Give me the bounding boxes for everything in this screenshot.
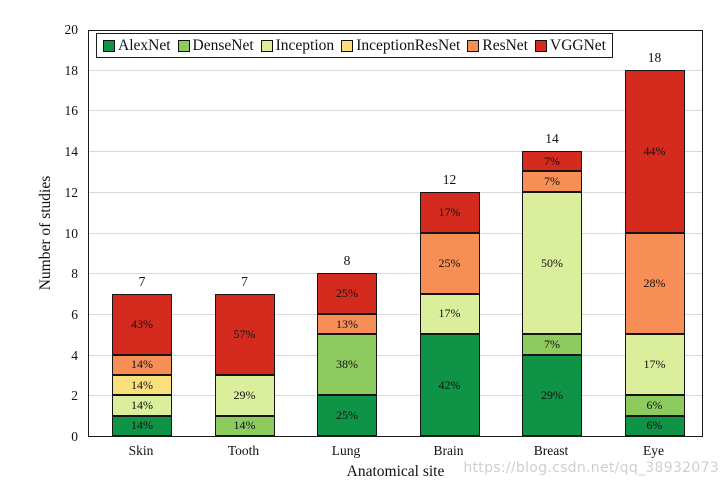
bar-stack: 25% 38% 13% 25% — [317, 273, 377, 436]
gridline — [89, 191, 702, 193]
x-axis-title: Anatomical site — [346, 463, 445, 480]
bar-segment-vggnet: 57% — [214, 293, 275, 375]
bar-segment-vggnet: 44% — [624, 69, 685, 233]
x-category-label: Lung — [331, 443, 361, 458]
y-tick-label: 8 — [71, 266, 78, 282]
gridline — [89, 313, 702, 315]
watermark: https://blog.csdn.net/qq_38932073 — [463, 460, 719, 476]
legend-label: Inception — [275, 36, 335, 54]
bar-stack: 29% 7% 50% 7% 7% — [522, 151, 582, 436]
bar-segment-inception: 14% — [112, 395, 172, 416]
bar-segment-inception: 17% — [419, 293, 480, 335]
legend-label: InceptionResNet — [356, 36, 461, 54]
bar-skin: 14% 14% 14% 14% 43% 7 — [112, 274, 172, 436]
legend-entry-alexnet: AlexNet — [103, 37, 171, 55]
legend-entry-resnet: ResNet — [467, 37, 528, 55]
y-tick-label: 6 — [71, 306, 78, 322]
x-category-label: Brain — [433, 443, 464, 458]
legend-label: AlexNet — [118, 36, 171, 54]
bar-segment-vggnet: 43% — [112, 293, 172, 355]
bar-segment-resnet: 25% — [419, 232, 480, 294]
bar-segment-alexnet: 6% — [624, 415, 685, 436]
legend-entry-inceptionresnet: InceptionResNet — [341, 37, 460, 55]
gridline — [89, 354, 702, 356]
plot-area: 14% 14% 14% 14% 43% 7 14% 29% 57% 7 25% 38% 13% 25% 8 4… — [88, 30, 703, 437]
bar-segment-resnet: 14% — [112, 354, 172, 375]
y-tick-label: 10 — [64, 225, 79, 241]
bar-segment-inception: 29% — [214, 374, 275, 416]
legend-swatch-icon — [467, 39, 480, 52]
bar-total-label: 7 — [241, 273, 248, 289]
bar-total-label: 12 — [442, 171, 457, 187]
bar-segment-inceptionresnet: 14% — [112, 374, 172, 396]
gridline — [89, 110, 702, 112]
bar-segment-densenet: 6% — [624, 395, 685, 416]
x-category-label: Breast — [533, 443, 569, 458]
bar-segment-inception: 50% — [522, 191, 582, 335]
legend: AlexNet DenseNet Inception InceptionResNet R… — [96, 33, 613, 58]
legend-swatch-icon — [177, 39, 190, 52]
x-category-label: Eye — [643, 443, 664, 458]
bar-segment-vggnet: 7% — [522, 151, 582, 172]
gridline — [89, 395, 702, 397]
bar-eye: 6% 6% 17% 28% 44% 18 — [624, 50, 685, 436]
bar-segment-resnet: 28% — [624, 232, 685, 335]
bar-stack: 42% 17% 25% 17% — [419, 191, 480, 436]
legend-swatch-icon — [341, 39, 354, 52]
y-tick-label: 20 — [64, 22, 79, 37]
legend-swatch-icon — [103, 39, 115, 52]
y-tick-label: 0 — [71, 429, 78, 444]
bar-total-label: 14 — [545, 131, 559, 147]
bar-segment-vggnet: 25% — [317, 273, 377, 314]
bar-stack: 14% 14% 14% 14% 43% — [112, 293, 172, 436]
bar-total-label: 8 — [343, 253, 351, 269]
legend-swatch-icon — [260, 39, 273, 52]
gridline — [89, 232, 702, 234]
bar-segment-alexnet: 42% — [419, 334, 480, 436]
bar-segment-alexnet: 29% — [522, 354, 582, 436]
bar-stack: 14% 29% 57% — [214, 293, 275, 436]
bar-segment-alexnet: 14% — [112, 415, 172, 436]
y-tick-label: 14 — [64, 144, 79, 160]
x-category-label: Tooth — [227, 443, 260, 458]
bar-total-label: 7 — [138, 273, 146, 289]
bar-brain: 42% 17% 25% 17% 12 — [419, 172, 480, 436]
bar-breast: 29% 7% 50% 7% 7% 14 — [522, 131, 582, 436]
y-tick-label: 16 — [64, 103, 79, 119]
legend-label: DenseNet — [192, 36, 254, 54]
legend-entry-densenet: DenseNet — [177, 36, 254, 55]
bar-total-label: 18 — [647, 49, 662, 65]
y-tick-label: 12 — [64, 184, 79, 200]
bar-segment-densenet: 14% — [214, 415, 275, 436]
x-category-label: Skin — [128, 443, 154, 458]
legend-label: VGGNet — [550, 36, 606, 54]
gridline — [89, 273, 702, 275]
bar-segment-resnet: 7% — [522, 171, 582, 192]
bar-segment-vggnet: 17% — [419, 191, 480, 233]
y-tick-label: 4 — [71, 347, 78, 363]
bar-stack: 6% 6% 17% 28% 44% — [624, 69, 685, 436]
bar-lung: 25% 38% 13% 25% 8 — [317, 253, 377, 436]
bar-segment-alexnet: 25% — [317, 395, 377, 436]
bar-tooth: 14% 29% 57% 7 — [214, 274, 275, 436]
bar-segment-densenet: 38% — [317, 334, 377, 396]
legend-swatch-icon — [535, 39, 547, 52]
y-tick-label: 2 — [71, 388, 78, 404]
bar-segment-resnet: 13% — [317, 313, 377, 335]
legend-label: ResNet — [482, 36, 528, 54]
bar-segment-inception: 17% — [624, 334, 685, 396]
legend-entry-inception: Inception — [260, 36, 335, 55]
gridline — [89, 69, 702, 71]
legend-entry-vggnet: VGGNet — [535, 37, 606, 55]
gridline — [89, 151, 702, 153]
y-tick-label: 18 — [64, 62, 79, 78]
bar-segment-densenet: 7% — [522, 334, 582, 355]
